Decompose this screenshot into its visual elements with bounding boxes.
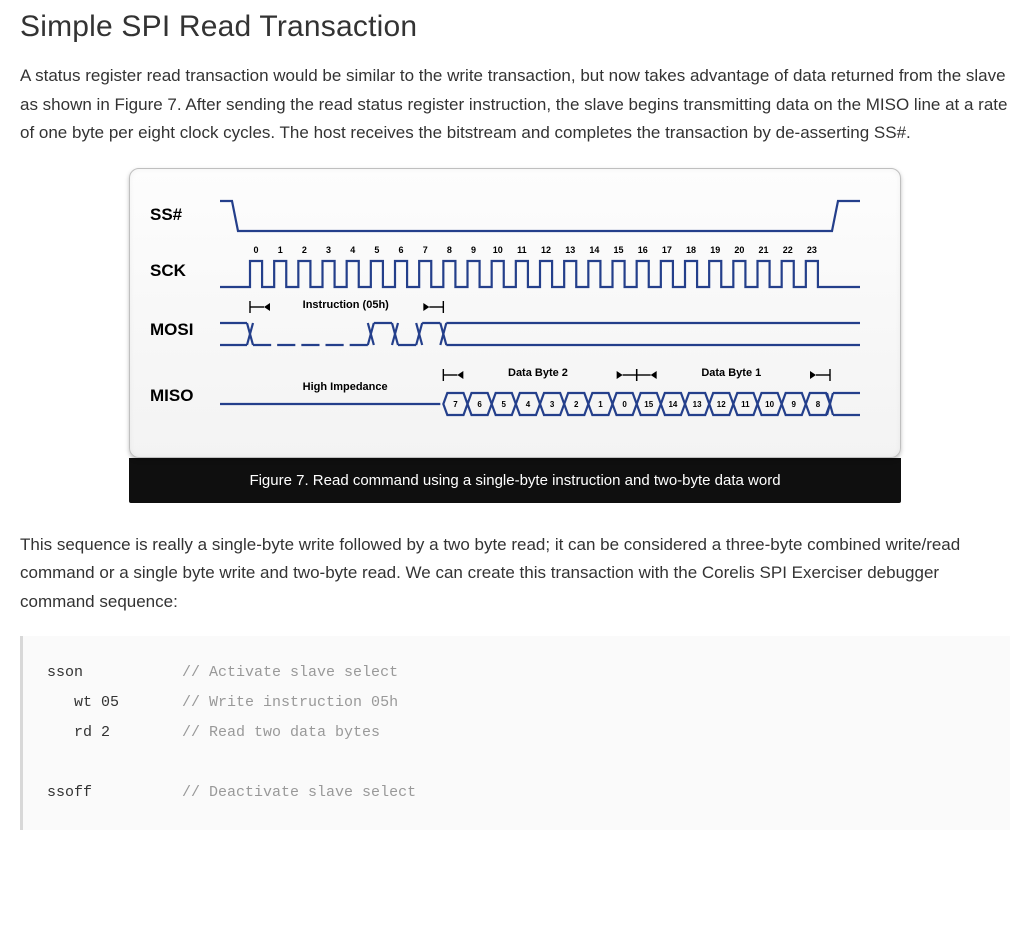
signal-track-miso: 7654321015141312111098 High Impedance Da…	[220, 361, 880, 431]
clock-tick-label: 14	[589, 245, 599, 255]
clock-tick-label: 20	[734, 245, 744, 255]
code-block: sson // Activate slave select wt 05 // W…	[20, 636, 1010, 830]
miso-bit-label: 14	[668, 400, 677, 409]
ss-waveform	[220, 187, 860, 243]
miso-bit-label: 6	[477, 400, 482, 409]
signal-track-mosi: Instruction (05h)	[220, 299, 880, 361]
figure-caption: Figure 7. Read command using a single-by…	[129, 458, 901, 503]
miso-bit-label: 9	[792, 400, 797, 409]
clock-tick-label: 0	[254, 245, 259, 255]
clock-tick-label: 5	[374, 245, 379, 255]
clock-tick-label: 8	[447, 245, 452, 255]
signal-track-ss	[220, 187, 880, 243]
data-byte-1-label: Data Byte 1	[701, 367, 761, 379]
clock-tick-label: 4	[350, 245, 355, 255]
clock-tick-label: 22	[783, 245, 793, 255]
clock-tick-label: 15	[614, 245, 624, 255]
data-byte-2-label: Data Byte 2	[508, 367, 568, 379]
clock-tick-label: 16	[638, 245, 648, 255]
signal-track-sck: 01234567891011121314151617181920212223	[220, 243, 880, 299]
clock-tick-label: 12	[541, 245, 551, 255]
clock-tick-label: 10	[493, 245, 503, 255]
intro-paragraph-2: This sequence is really a single-byte wr…	[20, 531, 1010, 617]
signal-row-miso: MISO 7654321015141312111098 High Impedan…	[150, 361, 880, 431]
figure-7: SS# SCK 01234567891011121314151617181920…	[129, 168, 901, 503]
miso-bit-label: 0	[622, 400, 627, 409]
clock-tick-label: 17	[662, 245, 672, 255]
miso-bit-label: 1	[598, 400, 603, 409]
timing-diagram-panel: SS# SCK 01234567891011121314151617181920…	[129, 168, 901, 458]
clock-tick-label: 18	[686, 245, 696, 255]
signal-label-ss: SS#	[150, 205, 220, 225]
miso-bit-label: 8	[816, 400, 821, 409]
miso-bit-label: 7	[453, 400, 458, 409]
clock-tick-label: 1	[278, 245, 283, 255]
high-impedance-label: High Impedance	[303, 381, 388, 393]
miso-bit-label: 10	[765, 400, 774, 409]
clock-tick-label: 11	[517, 245, 527, 255]
signal-row-ss: SS#	[150, 187, 880, 243]
miso-bit-label: 12	[717, 400, 726, 409]
clock-tick-label: 9	[471, 245, 476, 255]
signal-row-sck: SCK 012345678910111213141516171819202122…	[150, 243, 880, 299]
signal-row-mosi: MOSI Instruction (05h)	[150, 299, 880, 361]
miso-bit-label: 15	[644, 400, 653, 409]
clock-tick-label: 3	[326, 245, 331, 255]
clock-tick-label: 7	[423, 245, 428, 255]
instruction-label: Instruction (05h)	[303, 299, 389, 311]
clock-tick-label: 23	[807, 245, 817, 255]
miso-bit-label: 3	[550, 400, 555, 409]
page-title: Simple SPI Read Transaction	[20, 10, 1010, 44]
clock-tick-label: 6	[399, 245, 404, 255]
miso-bit-label: 13	[693, 400, 702, 409]
clock-tick-label: 2	[302, 245, 307, 255]
miso-bit-label: 2	[574, 400, 579, 409]
signal-label-mosi: MOSI	[150, 320, 220, 340]
clock-tick-label: 19	[710, 245, 720, 255]
intro-paragraph-1: A status register read transaction would…	[20, 62, 1010, 148]
signal-label-sck: SCK	[150, 261, 220, 281]
miso-bit-label: 4	[526, 400, 531, 409]
signal-label-miso: MISO	[150, 386, 220, 406]
clock-tick-label: 13	[565, 245, 575, 255]
miso-bit-label: 11	[741, 400, 750, 409]
miso-bit-label: 5	[502, 400, 507, 409]
clock-tick-label: 21	[759, 245, 769, 255]
